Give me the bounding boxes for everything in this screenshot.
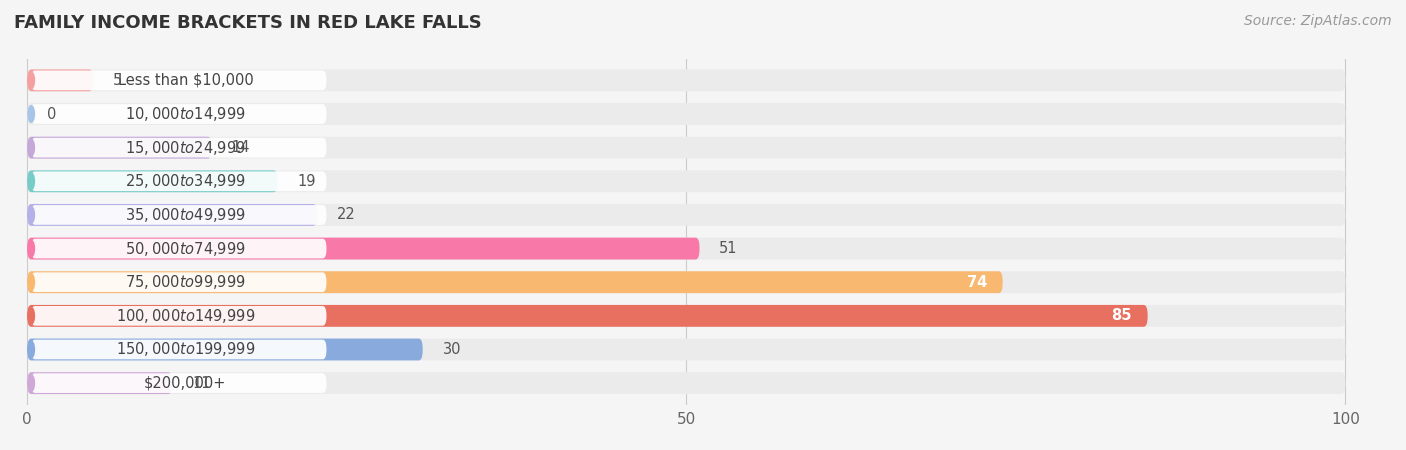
FancyBboxPatch shape [31,138,326,157]
FancyBboxPatch shape [27,372,1346,394]
Circle shape [28,140,34,156]
Text: 51: 51 [720,241,738,256]
Circle shape [28,106,34,122]
Circle shape [28,341,34,358]
FancyBboxPatch shape [27,271,1346,293]
Text: FAMILY INCOME BRACKETS IN RED LAKE FALLS: FAMILY INCOME BRACKETS IN RED LAKE FALLS [14,14,482,32]
FancyBboxPatch shape [27,171,278,192]
Text: Less than $10,000: Less than $10,000 [118,73,253,88]
FancyBboxPatch shape [31,171,326,191]
FancyBboxPatch shape [27,204,1346,226]
FancyBboxPatch shape [27,338,1346,360]
FancyBboxPatch shape [27,305,1147,327]
FancyBboxPatch shape [27,103,1346,125]
FancyBboxPatch shape [27,238,1346,260]
FancyBboxPatch shape [27,238,700,260]
Text: 5: 5 [112,73,122,88]
Text: $200,000+: $200,000+ [145,376,226,391]
FancyBboxPatch shape [27,137,212,158]
Text: 11: 11 [193,376,211,391]
Circle shape [28,274,34,291]
FancyBboxPatch shape [27,338,423,360]
FancyBboxPatch shape [31,104,326,124]
FancyBboxPatch shape [31,205,326,225]
FancyBboxPatch shape [31,374,326,393]
Text: $25,000 to $34,999: $25,000 to $34,999 [125,172,246,190]
FancyBboxPatch shape [27,171,1346,192]
FancyBboxPatch shape [31,239,326,258]
Text: 30: 30 [443,342,461,357]
Circle shape [28,207,34,223]
FancyBboxPatch shape [31,272,326,292]
FancyBboxPatch shape [31,340,326,360]
Circle shape [28,375,34,392]
Text: 22: 22 [337,207,356,222]
FancyBboxPatch shape [27,372,173,394]
FancyBboxPatch shape [27,137,1346,158]
Circle shape [28,173,34,189]
Text: $75,000 to $99,999: $75,000 to $99,999 [125,273,246,291]
FancyBboxPatch shape [27,271,1002,293]
Text: $150,000 to $199,999: $150,000 to $199,999 [115,341,254,359]
Text: Source: ZipAtlas.com: Source: ZipAtlas.com [1244,14,1392,27]
Text: $10,000 to $14,999: $10,000 to $14,999 [125,105,246,123]
Text: $100,000 to $149,999: $100,000 to $149,999 [115,307,254,325]
FancyBboxPatch shape [27,204,318,226]
Text: 74: 74 [966,274,987,290]
FancyBboxPatch shape [31,306,326,326]
Text: 19: 19 [298,174,316,189]
Text: 0: 0 [46,107,56,122]
FancyBboxPatch shape [27,305,1346,327]
Circle shape [28,72,34,89]
Circle shape [28,308,34,324]
FancyBboxPatch shape [27,69,1346,91]
Text: $50,000 to $74,999: $50,000 to $74,999 [125,239,246,257]
Circle shape [28,240,34,257]
FancyBboxPatch shape [31,71,326,90]
Text: $15,000 to $24,999: $15,000 to $24,999 [125,139,246,157]
Text: 14: 14 [232,140,250,155]
FancyBboxPatch shape [27,69,93,91]
Text: 85: 85 [1111,308,1132,324]
Text: $35,000 to $49,999: $35,000 to $49,999 [125,206,246,224]
